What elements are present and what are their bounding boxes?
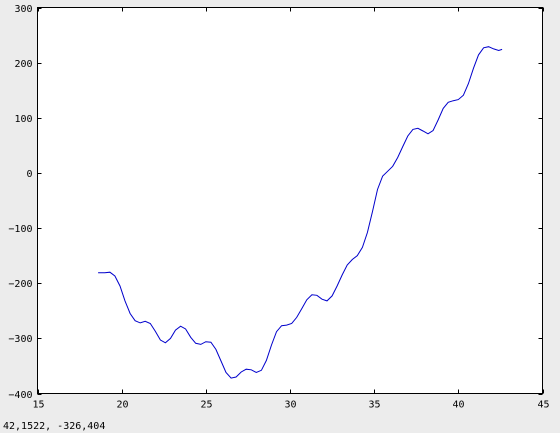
y-tick-label: −200 xyxy=(8,279,32,290)
x-tick-label: 25 xyxy=(200,400,212,411)
x-tick-label: 30 xyxy=(284,400,296,411)
series-line xyxy=(98,46,503,379)
x-tick-label: 15 xyxy=(32,400,44,411)
y-tick-label: 200 xyxy=(14,59,32,70)
chart[interactable]: 15 20 25 30 35 40 45 −400 −300 −200 −100 0 100 200 300 xyxy=(0,0,560,420)
y-tick-label: −400 xyxy=(8,390,32,401)
y-tick-label: −100 xyxy=(8,224,32,235)
y-tick-label: 0 xyxy=(26,169,32,180)
x-tick-label: 40 xyxy=(452,400,464,411)
x-tick-label: 45 xyxy=(537,400,549,411)
y-tick-label: 100 xyxy=(14,114,32,125)
plot-area[interactable] xyxy=(37,7,543,394)
y-tick-label: −300 xyxy=(8,334,32,345)
x-tick-label: 35 xyxy=(368,400,380,411)
x-tick-label: 20 xyxy=(116,400,128,411)
y-tick-label: 300 xyxy=(14,4,32,15)
axis-tick-labels: 15 20 25 30 35 40 45 −400 −300 −200 −100 0 100 200 300 xyxy=(8,4,549,411)
coordinate-readout: 42,1522, -326,404 xyxy=(3,421,106,432)
axis-ticks xyxy=(37,7,544,395)
